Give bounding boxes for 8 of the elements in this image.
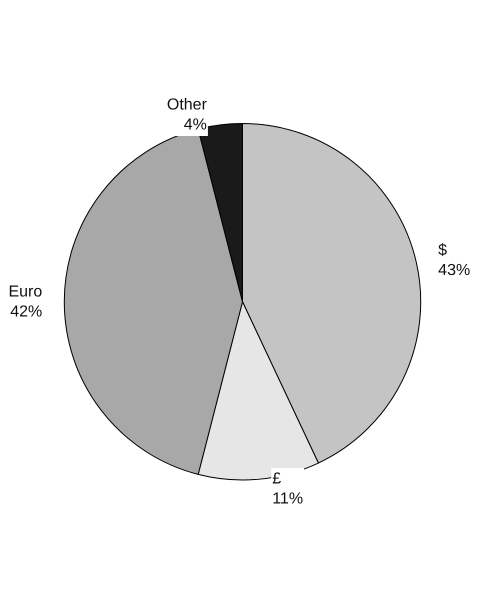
slice-label: $ [438,242,448,260]
slice-label: Euro [8,283,42,300]
data-label: 11% [272,490,304,508]
data-label: 42% [10,303,42,320]
data-label: 43% [438,262,470,280]
data-label: 4% [184,116,207,134]
slice-label: Other [166,96,208,114]
slice-label: £ [272,470,282,488]
